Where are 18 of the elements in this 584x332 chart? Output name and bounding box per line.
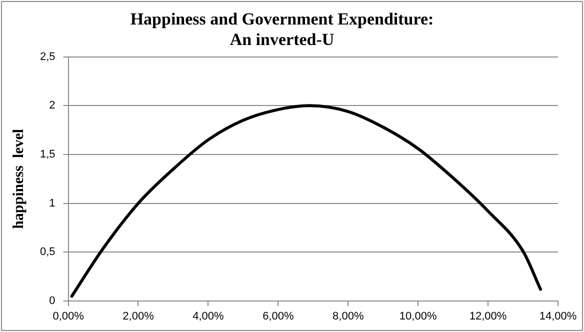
x-tick-label: 4,00%	[192, 310, 224, 323]
text: Happiness and Government Expenditure:	[130, 10, 434, 29]
y-axis-title: happiness level	[10, 128, 27, 229]
x-tick-label: 10,00%	[399, 310, 437, 323]
y-tick-label: 1,5	[40, 148, 56, 161]
x-tick-label: 2,00%	[122, 310, 154, 323]
text: An inverted-U	[230, 30, 334, 49]
y-tick-label: 0,5	[40, 246, 56, 258]
x-tick-label: 0,00%	[52, 310, 84, 323]
x-tick-label: 6,00%	[262, 310, 294, 323]
x-tick-label: 14,00%	[539, 310, 577, 323]
line-series	[70, 104, 542, 298]
y-tick-label: 0	[49, 295, 56, 308]
x-tick-label: 8,00%	[332, 310, 364, 323]
x-tick-label: 12,00%	[469, 310, 507, 323]
y-tick-label: 2,5	[40, 50, 56, 63]
y-tick-label: 2	[49, 100, 56, 112]
y-tick-label: 1	[49, 197, 56, 210]
